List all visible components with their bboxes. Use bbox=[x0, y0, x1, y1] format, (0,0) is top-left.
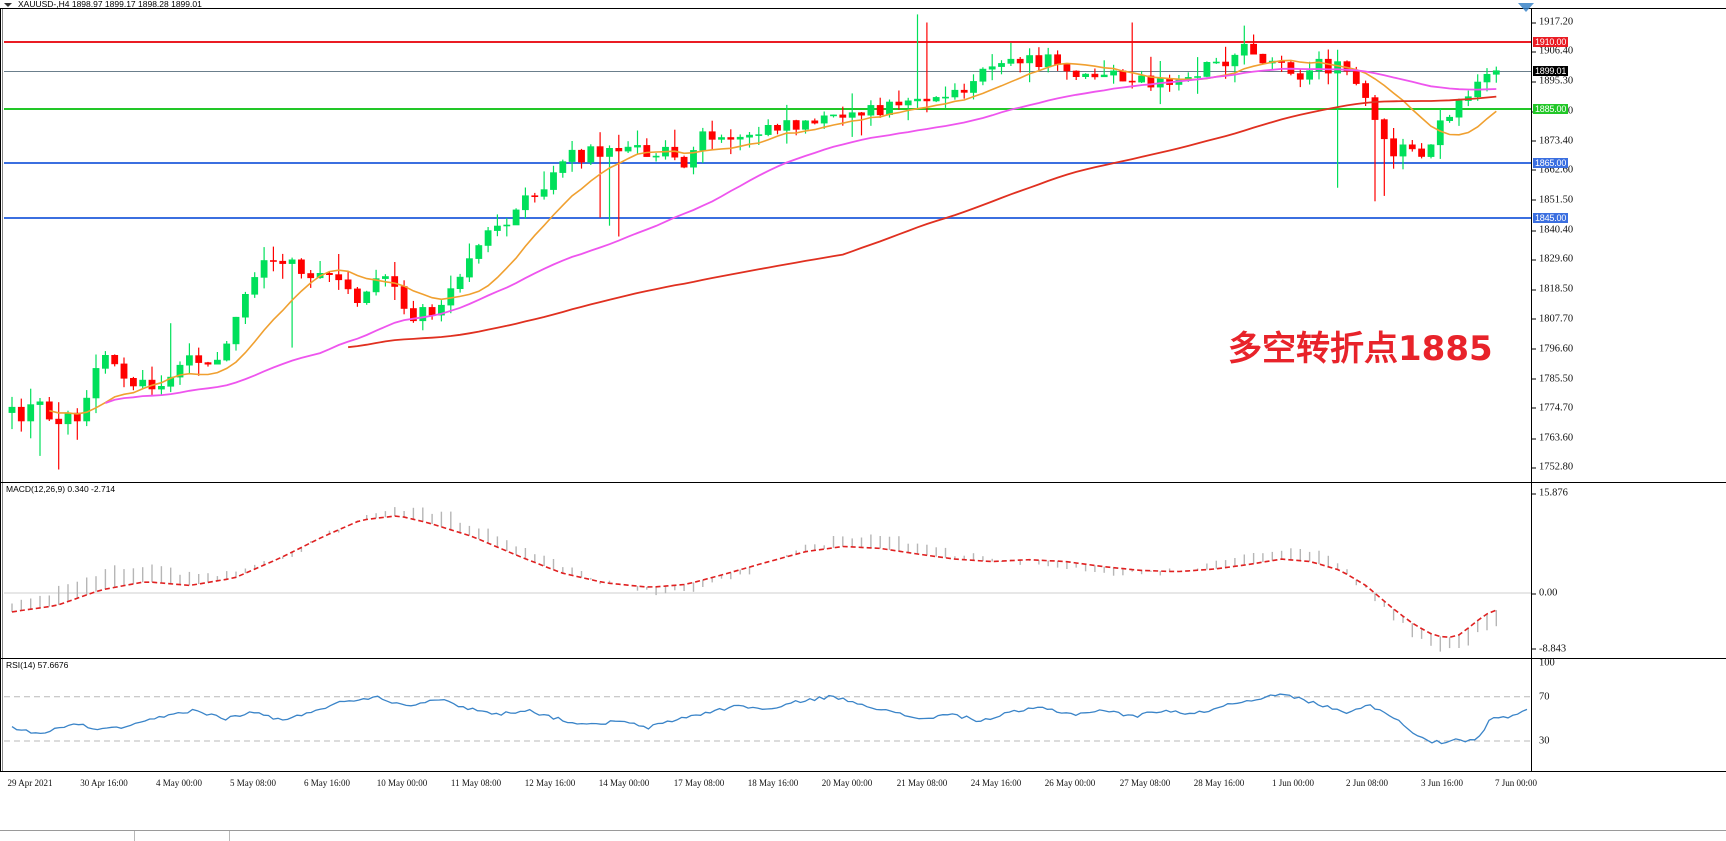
time-axis-label: 29 Apr 2021 bbox=[7, 778, 53, 788]
support-tag-1845[interactable]: 1845.00 bbox=[1533, 212, 1569, 223]
macd-scale-axis[interactable]: 15.876 0.00 -8.843 bbox=[1531, 483, 1726, 658]
price-tick: 1829.60 bbox=[1532, 254, 1573, 265]
time-axis-label: 26 May 00:00 bbox=[1044, 778, 1096, 788]
time-axis-label: 6 May 16:00 bbox=[304, 778, 350, 788]
triangle-down-icon[interactable] bbox=[4, 3, 12, 7]
panel-left-border bbox=[0, 9, 3, 482]
time-axis-label: 1 Jun 00:00 bbox=[1271, 778, 1315, 788]
price-tick: 1807.70 bbox=[1532, 313, 1573, 324]
current-price-tag-1899[interactable]: 1899.01 bbox=[1533, 66, 1569, 77]
pivot-tag-1885[interactable]: 1885.00 bbox=[1533, 104, 1569, 115]
rsi-plot-area[interactable] bbox=[4, 659, 1726, 771]
price-tick: 1917.20 bbox=[1532, 17, 1573, 28]
time-axis-label: 11 May 08:00 bbox=[450, 778, 502, 788]
price-panel[interactable]: 1917.201906.401895.301884.201873.401862.… bbox=[0, 8, 1726, 482]
time-axis-label: 7 Jun 00:00 bbox=[1494, 778, 1538, 788]
price-tick: 1862.60 bbox=[1532, 164, 1573, 175]
price-tick: 1873.40 bbox=[1532, 135, 1573, 146]
time-axis-label: 10 May 00:00 bbox=[376, 778, 428, 788]
time-axis-label: 27 May 08:00 bbox=[1119, 778, 1171, 788]
price-tick: 1763.60 bbox=[1532, 433, 1573, 444]
resistance-tag-1910[interactable]: 1910.00 bbox=[1533, 36, 1569, 47]
price-tick: 1818.50 bbox=[1532, 284, 1573, 295]
price-tick: 1774.70 bbox=[1532, 402, 1573, 413]
chart-annotation-text: 多空转折点1885 bbox=[1228, 329, 1493, 369]
symbol-ohlc-label: XAUUSD-,H4 1898.97 1899.17 1898.28 1899.… bbox=[18, 0, 202, 9]
support-line-1865[interactable] bbox=[4, 162, 1535, 165]
price-series-layer bbox=[8, 14, 1500, 470]
support-tag-1865[interactable]: 1865.00 bbox=[1533, 158, 1569, 169]
time-axis-label: 4 May 00:00 bbox=[156, 778, 202, 788]
time-axis-label: 20 May 00:00 bbox=[821, 778, 873, 788]
time-axis-label: 5 May 08:00 bbox=[230, 778, 276, 788]
price-plot-area[interactable] bbox=[4, 9, 1726, 482]
price-scale-axis[interactable]: 1917.201906.401895.301884.201873.401862.… bbox=[1531, 9, 1726, 482]
chart-top-marker bbox=[1512, 0, 1542, 18]
price-tick: 1785.50 bbox=[1532, 373, 1573, 384]
macd-tick: -8.843 bbox=[1532, 643, 1566, 654]
macd-label: MACD(12,26,9) 0.340 -2.714 bbox=[6, 484, 116, 494]
status-bar bbox=[0, 830, 1726, 841]
time-axis-label: 24 May 16:00 bbox=[970, 778, 1022, 788]
resistance-line-1910[interactable] bbox=[4, 40, 1535, 43]
time-axis-label: 3 Jun 16:00 bbox=[1420, 778, 1464, 788]
current-price-line[interactable] bbox=[4, 70, 1535, 72]
support-line-1845[interactable] bbox=[4, 216, 1535, 219]
macd-series-layer bbox=[4, 507, 1535, 652]
status-cell-2 bbox=[135, 831, 230, 841]
panel-left-border bbox=[0, 483, 3, 658]
macd-plot-area[interactable] bbox=[4, 483, 1726, 658]
time-axis-label: 14 May 00:00 bbox=[598, 778, 650, 788]
symbol-info-row: XAUUSD-,H4 1898.97 1899.17 1898.28 1899.… bbox=[4, 0, 202, 10]
rsi-tick: 70 bbox=[1539, 691, 1550, 703]
macd-tick: 0.00 bbox=[1532, 588, 1557, 599]
time-axis-label: 12 May 16:00 bbox=[524, 778, 576, 788]
time-axis-label: 30 Apr 16:00 bbox=[80, 778, 128, 788]
price-tick: 1895.30 bbox=[1532, 76, 1573, 87]
panel-left-border bbox=[0, 659, 3, 771]
macd-tick: 15.876 bbox=[1532, 488, 1568, 499]
time-axis[interactable]: 29 Apr 2021 30 Apr 16:00 4 May 00:00 5 May … bbox=[0, 771, 1726, 841]
price-tick: 1840.40 bbox=[1532, 225, 1573, 236]
rsi-series-layer bbox=[4, 693, 1535, 745]
price-tick: 1796.60 bbox=[1532, 343, 1573, 354]
rsi-scale-axis[interactable]: 100 70 30 bbox=[1531, 657, 1726, 771]
rsi-tick: 100 bbox=[1539, 657, 1555, 669]
macd-panel[interactable]: MACD(12,26,9) 0.340 -2.714 15.876 0.00 -8.… bbox=[0, 482, 1726, 658]
price-tick: 1752.80 bbox=[1532, 462, 1573, 473]
pivot-line-1885[interactable] bbox=[4, 108, 1535, 111]
rsi-tick: 30 bbox=[1539, 735, 1550, 747]
time-axis-label: 17 May 08:00 bbox=[673, 778, 725, 788]
time-axis-label: 2 Jun 08:00 bbox=[1345, 778, 1389, 788]
time-axis-label: 21 May 08:00 bbox=[896, 778, 948, 788]
rsi-panel[interactable]: RSI(14) 57.6676 100 70 30 bbox=[0, 658, 1726, 771]
status-cell-1 bbox=[0, 831, 135, 841]
price-tick: 1906.40 bbox=[1532, 46, 1573, 57]
time-axis-label: 28 May 16:00 bbox=[1193, 778, 1245, 788]
time-axis-label: 18 May 16:00 bbox=[747, 778, 799, 788]
price-tick: 1851.50 bbox=[1532, 194, 1573, 205]
rsi-label: RSI(14) 57.6676 bbox=[6, 660, 69, 670]
